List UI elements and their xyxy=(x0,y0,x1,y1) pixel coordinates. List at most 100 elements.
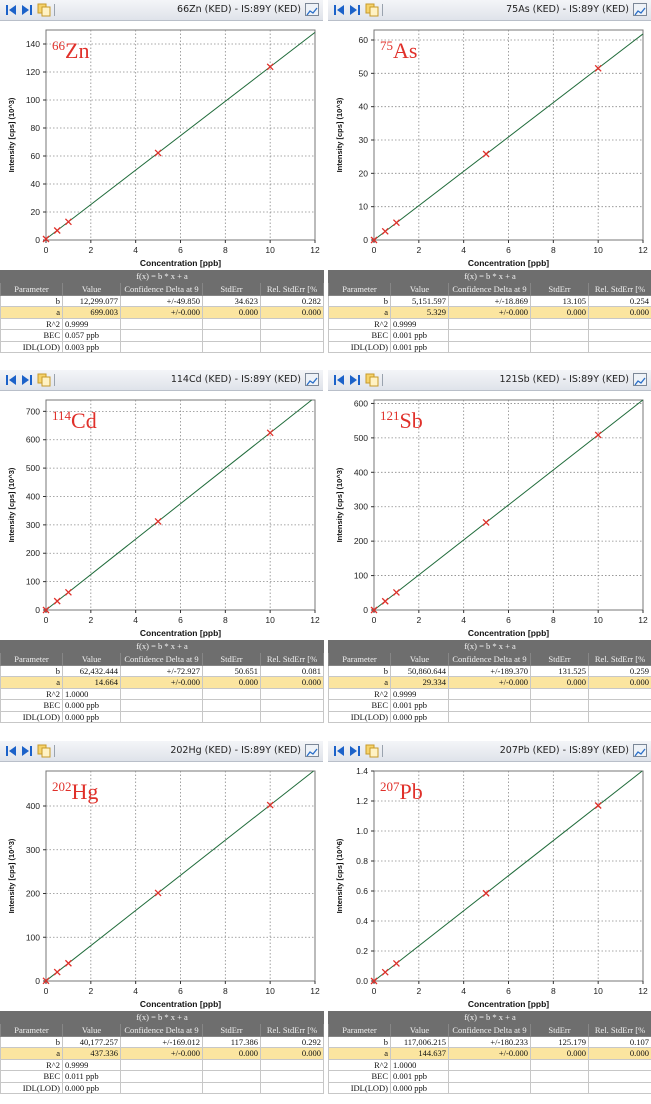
x-tick-label: 12 xyxy=(638,986,648,996)
x-tick-label: 12 xyxy=(638,615,648,625)
data-point xyxy=(42,977,50,985)
first-page-icon[interactable] xyxy=(332,3,346,17)
data-point xyxy=(154,149,162,157)
column-header: Parameter xyxy=(0,281,63,296)
copy-icon[interactable] xyxy=(365,744,379,758)
first-page-icon[interactable] xyxy=(4,373,18,387)
copy-icon[interactable] xyxy=(37,373,51,387)
isotope-label: 114Cd xyxy=(52,408,97,433)
copy-icon[interactable] xyxy=(37,3,51,17)
param-row-b: b 50,860.644 +/-189.370 131.525 0.259 xyxy=(328,664,651,677)
empty-cell xyxy=(120,1070,203,1083)
isotope-element: Cd xyxy=(71,408,97,433)
y-tick-label: 60 xyxy=(31,151,41,161)
isotope-label: 75As xyxy=(380,38,417,63)
next-page-icon[interactable] xyxy=(348,744,362,758)
data-point-stroke xyxy=(482,889,490,897)
param-conf: +/-0.000 xyxy=(448,1047,531,1060)
formula-cell: f(x) = b * x + a xyxy=(327,270,651,283)
empty-cell xyxy=(202,1070,261,1083)
y-tick-label: 30 xyxy=(359,135,369,145)
param-label: R^2 xyxy=(0,687,63,700)
y-tick-label: 400 xyxy=(354,467,368,477)
graph-view-icon[interactable] xyxy=(305,744,319,757)
data-point xyxy=(64,959,72,967)
data-point-stroke xyxy=(42,977,50,985)
param-label: IDL(LOD) xyxy=(0,710,63,723)
y-tick-label: 0.4 xyxy=(356,916,368,926)
first-page-icon[interactable] xyxy=(332,744,346,758)
panel-title: 114Cd (KED) - IS:89Y (KED) xyxy=(170,374,301,385)
isotope-element: As xyxy=(393,38,417,63)
y-tick-label: 700 xyxy=(26,406,40,416)
data-point-stroke xyxy=(392,589,400,596)
x-tick-label: 6 xyxy=(506,615,511,625)
y-tick-label: 20 xyxy=(31,207,41,217)
empty-cell xyxy=(448,710,531,723)
param-value: 0.003 ppb xyxy=(62,340,121,353)
x-tick-label: 4 xyxy=(461,986,466,996)
x-axis-label: Concentration [ppb] xyxy=(468,999,549,1009)
x-axis-label: Concentration [ppb] xyxy=(140,999,221,1009)
param-value: 0.000 ppb xyxy=(62,710,121,723)
panel-toolbar: 202Hg (KED) - IS:89Y (KED) xyxy=(0,741,323,762)
x-tick-label: 4 xyxy=(461,615,466,625)
data-point-stroke xyxy=(53,227,61,234)
next-page-icon[interactable] xyxy=(20,373,34,387)
data-point xyxy=(370,977,378,985)
param-conf: +/-0.000 xyxy=(448,306,531,319)
param-row-idl: IDL(LOD) 0.000 ppb xyxy=(328,1081,651,1094)
copy-icon[interactable] xyxy=(365,373,379,387)
toolbar-separator xyxy=(382,745,383,757)
data-point xyxy=(594,64,602,72)
empty-cell xyxy=(120,699,203,712)
data-point xyxy=(53,968,61,976)
param-rel: 0.000 xyxy=(259,1047,325,1060)
graph-view-icon[interactable] xyxy=(305,373,319,386)
param-label: a xyxy=(328,1047,391,1060)
next-page-icon[interactable] xyxy=(348,373,362,387)
data-point-stroke xyxy=(64,588,72,596)
y-tick-label: 120 xyxy=(26,67,40,77)
param-row-r2: R^2 0.9999 xyxy=(0,317,325,330)
x-tick-label: 2 xyxy=(416,986,421,996)
param-label: a xyxy=(0,306,63,319)
data-point-stroke xyxy=(381,968,389,976)
param-label: b xyxy=(0,1035,63,1048)
x-tick-label: 8 xyxy=(551,986,556,996)
param-row-r2: R^2 1.0000 xyxy=(0,687,325,700)
param-row-b: b 12,299.077 +/-49.850 34.623 0.282 xyxy=(0,294,325,307)
param-value: 0.9999 xyxy=(390,317,449,330)
column-header: Confidence Delta at 9 xyxy=(120,651,203,666)
next-page-icon[interactable] xyxy=(20,3,34,17)
copy-icon[interactable] xyxy=(365,3,379,17)
param-label: R^2 xyxy=(0,317,63,330)
graph-view-icon[interactable] xyxy=(633,3,647,16)
next-page-icon[interactable] xyxy=(348,3,362,17)
first-page-icon[interactable] xyxy=(4,3,18,17)
column-header: Value xyxy=(390,651,449,666)
y-tick-label: 1.2 xyxy=(356,796,368,806)
empty-cell xyxy=(530,710,589,723)
param-row-idl: IDL(LOD) 0.001 ppb xyxy=(328,340,651,353)
param-stderr: 117.386 xyxy=(202,1035,261,1048)
y-tick-label: 40 xyxy=(359,102,369,112)
copy-icon[interactable] xyxy=(37,744,51,758)
y-tick-label: 1.4 xyxy=(356,766,368,776)
y-tick-label: 1.0 xyxy=(356,826,368,836)
next-page-icon[interactable] xyxy=(20,744,34,758)
graph-view-icon[interactable] xyxy=(633,373,647,386)
data-point-stroke xyxy=(482,518,490,526)
first-page-icon[interactable] xyxy=(332,373,346,387)
graph-view-icon[interactable] xyxy=(633,744,647,757)
graph-view-icon[interactable] xyxy=(305,3,319,16)
first-page-icon[interactable] xyxy=(4,744,18,758)
formula-cell: f(x) = b * x + a xyxy=(327,1011,651,1024)
empty-cell xyxy=(259,329,325,342)
data-point xyxy=(370,606,378,614)
data-point-stroke xyxy=(53,597,61,605)
parameter-table: f(x) = b * x + a Parameter Value Confidence… xyxy=(0,1011,325,1094)
x-tick-label: 0 xyxy=(44,245,49,255)
header-row: Parameter Value Confidence Delta at 9 StdEr… xyxy=(0,281,325,296)
empty-cell xyxy=(202,710,261,723)
